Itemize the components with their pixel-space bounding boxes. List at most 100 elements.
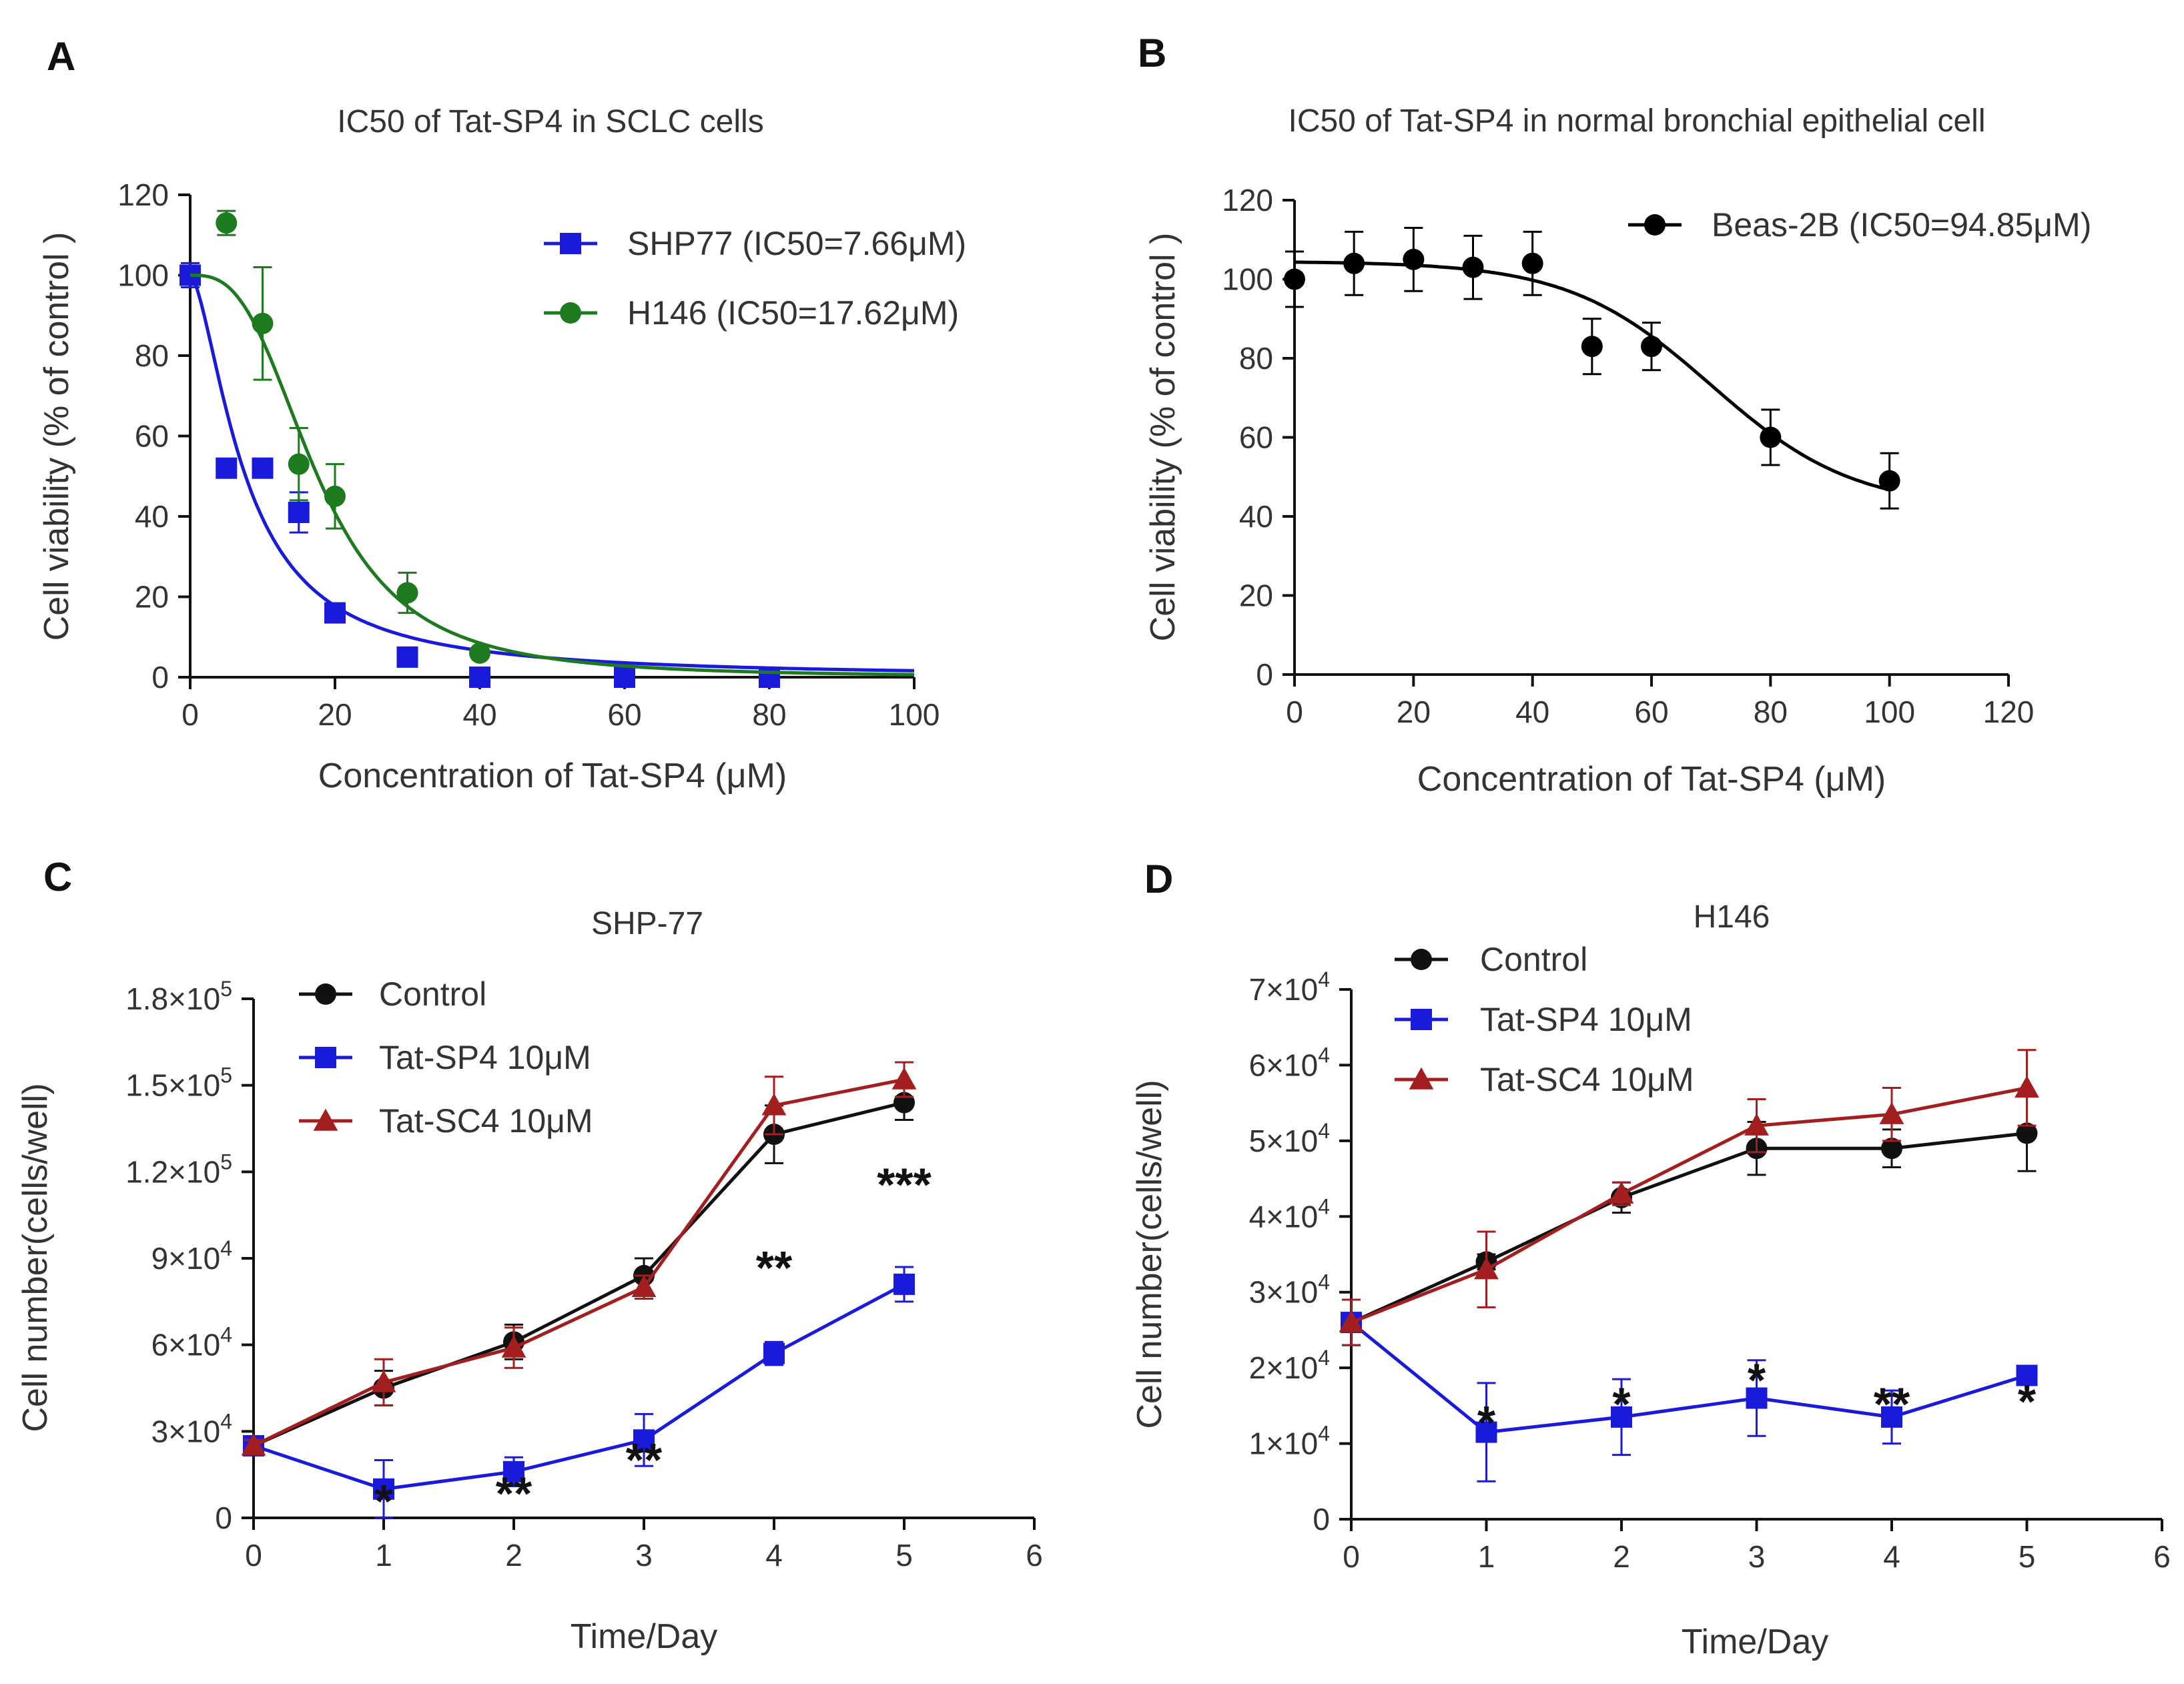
x-tick-label: 60 bbox=[607, 697, 641, 732]
data-point bbox=[2015, 1076, 2039, 1098]
x-tick-label: 0 bbox=[1286, 695, 1303, 729]
panel-letter: B bbox=[1138, 31, 1166, 75]
data-point bbox=[1521, 252, 1543, 274]
fit-curve bbox=[190, 274, 915, 677]
y-axis-label: Cell viability (% of control ) bbox=[1144, 233, 1182, 642]
legend-label: Beas-2B (IC50=94.85μM) bbox=[1712, 206, 2091, 244]
significance-marker: * bbox=[1748, 1354, 1766, 1406]
x-tick-label: 3 bbox=[1748, 1539, 1766, 1574]
data-point bbox=[396, 646, 418, 668]
legend-label: H146 (IC50=17.62μM) bbox=[627, 294, 959, 332]
x-tick-label: 6 bbox=[1026, 1538, 1043, 1573]
y-tick-exponent: 5 bbox=[220, 1150, 232, 1174]
x-tick-label: 5 bbox=[2019, 1539, 2036, 1574]
legend-label: Tat-SC4 10μM bbox=[1480, 1061, 1694, 1098]
data-point bbox=[241, 1433, 266, 1456]
data-point bbox=[469, 667, 490, 688]
series-line bbox=[1350, 1321, 2028, 1434]
y-axis-label: Cell number(cells/well) bbox=[16, 1083, 55, 1432]
legend-label: Control bbox=[379, 975, 486, 1013]
x-tick-label: 0 bbox=[181, 697, 199, 732]
y-tick-label: 3×104 bbox=[151, 1409, 232, 1448]
series-tat-sc4 bbox=[1339, 1049, 2039, 1346]
y-tick-base: 1.2×10 bbox=[125, 1154, 220, 1189]
series-tat-sc4 bbox=[241, 1061, 917, 1456]
series-line bbox=[253, 1282, 905, 1491]
y-tick-label: 120 bbox=[1222, 183, 1273, 218]
chart-title: IC50 of Tat-SP4 in normal bronchial epit… bbox=[1288, 103, 1985, 139]
data-point bbox=[1339, 1310, 1364, 1332]
y-tick-label: 6×104 bbox=[151, 1323, 232, 1362]
y-tick-label: 20 bbox=[1239, 578, 1273, 613]
legend-label: Tat-SC4 10μM bbox=[379, 1102, 593, 1140]
x-tick-label: 100 bbox=[889, 697, 940, 732]
y-tick-exponent: 4 bbox=[220, 1323, 232, 1347]
panel-letter: C bbox=[43, 855, 72, 899]
y-tick-label: 2×104 bbox=[1249, 1346, 1330, 1385]
x-tick-label: 80 bbox=[752, 697, 786, 732]
x-tick-label: 2 bbox=[1613, 1539, 1630, 1574]
significance-marker: * bbox=[1612, 1378, 1631, 1430]
data-point bbox=[759, 667, 780, 688]
data-point bbox=[1403, 248, 1425, 270]
data-point bbox=[1641, 336, 1662, 358]
y-tick-label: 1×104 bbox=[1249, 1422, 1330, 1461]
data-point bbox=[501, 1335, 526, 1358]
y-tick-base: 3×10 bbox=[1249, 1275, 1319, 1310]
y-tick-exponent: 5 bbox=[220, 1064, 232, 1088]
y-tick-label: 0 bbox=[1313, 1502, 1330, 1537]
data-point bbox=[288, 453, 310, 475]
data-point bbox=[2016, 1122, 2038, 1144]
chart-title: SHP-77 bbox=[591, 906, 703, 941]
fit-curve bbox=[1294, 260, 1888, 491]
legend-marker bbox=[1409, 1067, 1434, 1090]
legend-label: Tat-SP4 10μM bbox=[379, 1039, 591, 1076]
x-axis-label: Concentration of Tat-SP4 (μM) bbox=[318, 757, 787, 795]
series-control bbox=[1341, 1094, 2038, 1346]
y-tick-label: 1.5×105 bbox=[125, 1064, 232, 1103]
y-axis-label: Cell number(cells/well) bbox=[1130, 1080, 1169, 1428]
data-point bbox=[1881, 1138, 1902, 1160]
x-tick-label: 20 bbox=[318, 697, 352, 732]
data-point bbox=[1879, 1102, 1904, 1124]
legend-label: Tat-SP4 10μM bbox=[1480, 1001, 1692, 1038]
x-tick-label: 1 bbox=[1478, 1539, 1495, 1574]
data-point bbox=[1611, 1406, 1632, 1428]
data-point bbox=[1581, 336, 1603, 358]
y-tick-exponent: 4 bbox=[220, 1409, 232, 1433]
y-tick-exponent: 4 bbox=[1318, 1119, 1330, 1143]
significance-marker: ** bbox=[626, 1434, 663, 1486]
legend-marker bbox=[1411, 949, 1432, 970]
data-point bbox=[1462, 256, 1484, 278]
y-tick-base: 6×10 bbox=[1249, 1047, 1319, 1082]
data-point bbox=[396, 582, 418, 604]
y-tick-label: 20 bbox=[135, 580, 169, 614]
series-line bbox=[1350, 1132, 2027, 1324]
y-axis-label: Cell viability (% of control ) bbox=[37, 232, 76, 641]
y-tick-label: 3×104 bbox=[1249, 1270, 1330, 1310]
y-tick-base: 7×10 bbox=[1249, 972, 1319, 1007]
data-point bbox=[1474, 1257, 1499, 1280]
data-point bbox=[891, 1067, 917, 1090]
series-line bbox=[252, 1101, 905, 1448]
panel-letter: D bbox=[1144, 857, 1173, 901]
y-tick-base: 9×10 bbox=[151, 1241, 221, 1276]
data-point bbox=[324, 602, 346, 624]
y-tick-base: 5×10 bbox=[1249, 1124, 1319, 1158]
data-point bbox=[1284, 268, 1305, 290]
data-point bbox=[614, 667, 635, 688]
y-tick-label: 0 bbox=[1256, 657, 1273, 692]
series-tat-sp4 bbox=[1341, 1298, 2038, 1483]
y-tick-label: 5×104 bbox=[1249, 1119, 1330, 1158]
x-tick-label: 1 bbox=[375, 1538, 392, 1573]
y-tick-exponent: 4 bbox=[1318, 1043, 1330, 1067]
data-point bbox=[469, 642, 490, 664]
y-tick-label: 60 bbox=[135, 419, 169, 454]
x-tick-label: 80 bbox=[1754, 695, 1788, 729]
data-point bbox=[1744, 1113, 1769, 1136]
y-tick-label: 60 bbox=[1239, 420, 1273, 455]
y-tick-label: 100 bbox=[1222, 262, 1273, 297]
data-point bbox=[763, 1342, 785, 1364]
